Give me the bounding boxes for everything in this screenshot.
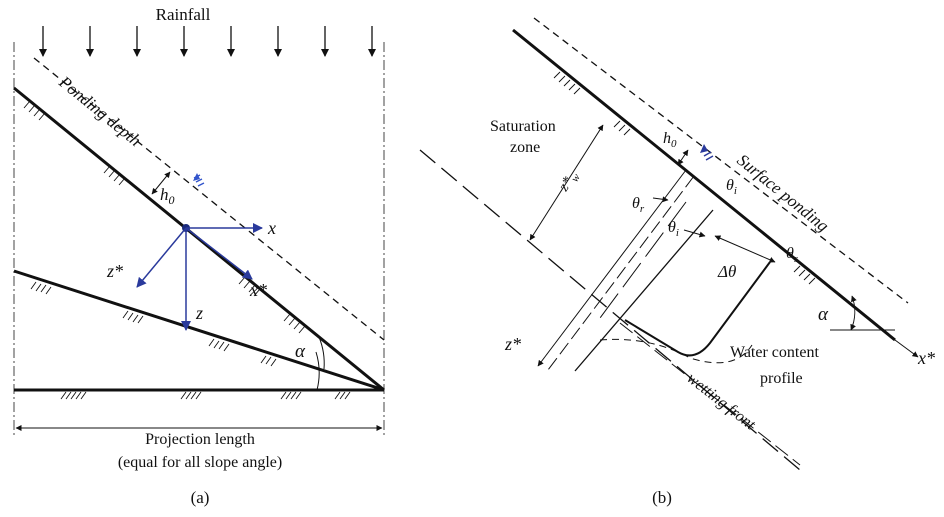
ponding-surface-line <box>33 57 385 341</box>
caption-a: (a) <box>191 488 210 507</box>
delta-theta-arrow <box>714 235 776 263</box>
zw-dimension-arrow <box>529 124 604 241</box>
z-label: z <box>195 303 203 323</box>
theta-r-label: θr <box>632 195 645 215</box>
profile-initial-line <box>574 209 714 372</box>
z-star-label: z* <box>106 261 123 281</box>
theta-i-label: θi <box>668 219 679 239</box>
water-level-icon <box>193 173 205 187</box>
x-star-axis-b <box>894 339 919 358</box>
ground-hatching <box>60 391 351 400</box>
h0-label-b: h0 <box>663 130 677 150</box>
alpha-arc-upper <box>318 336 325 370</box>
caption-b: (b) <box>652 488 672 507</box>
z-star-label-b: z* <box>504 334 521 354</box>
wetting-front-label: wetting front <box>684 370 759 434</box>
alpha-label: α <box>295 341 306 362</box>
panel-a: Rainfall Ponding d <box>13 5 385 507</box>
x-label: x <box>267 218 276 238</box>
saturation-zone-label-2: zone <box>510 139 540 156</box>
slope-surface-line <box>512 28 896 342</box>
theta-i-top-label: θi <box>726 177 737 197</box>
saturation-zone-label-1: Saturation <box>490 118 556 135</box>
projection-length-label: Projection length <box>145 431 255 448</box>
slope-hatching <box>553 71 816 285</box>
alpha-label-b: α <box>818 304 829 325</box>
alpha-arc-b <box>850 295 857 331</box>
theta-s-label: θs <box>786 245 798 265</box>
delta-theta-label: Δθ <box>717 262 736 281</box>
water-content-profile-curve <box>624 261 771 357</box>
profile-residual-line <box>599 201 687 319</box>
x-star-label-b: x* <box>917 348 935 368</box>
wetting-front-line <box>619 322 801 466</box>
rainfall-label: Rainfall <box>156 5 211 24</box>
projection-note-label: (equal for all slope angle) <box>118 454 282 471</box>
theta-i-arrow <box>683 229 706 238</box>
water-level-icon-b <box>700 144 714 161</box>
surface-ponding-line <box>533 17 909 304</box>
steep-slope-hatching <box>23 100 306 334</box>
z-star-axis-b <box>537 169 687 367</box>
theta-r-arrow <box>652 196 669 203</box>
z-star-axis-arrow <box>136 227 187 288</box>
medium-slope-line <box>13 269 385 392</box>
h0-dimension-arrow <box>151 171 171 195</box>
ponding-depth-label: Ponding depth <box>55 72 145 150</box>
panel-b: x* α z*w Saturation zone h0 Surface pond… <box>419 17 935 507</box>
h0-dimension-arrow-b <box>677 149 689 166</box>
rainfall-arrows <box>39 26 376 57</box>
medium-slope-hatching <box>30 281 277 367</box>
z-star-axis-b-dashed <box>547 175 695 371</box>
alpha-arc-lower <box>315 351 320 391</box>
x-star-axis-arrow <box>185 227 253 280</box>
x-star-label: x* <box>249 280 267 300</box>
steep-slope-line <box>13 86 385 392</box>
zw-label: z*w <box>555 168 583 197</box>
water-content-label-1: Water content <box>730 344 819 361</box>
water-content-label-2: profile <box>760 370 803 387</box>
h0-label: h0 <box>160 185 175 207</box>
profile-dashed-curve <box>599 338 753 364</box>
